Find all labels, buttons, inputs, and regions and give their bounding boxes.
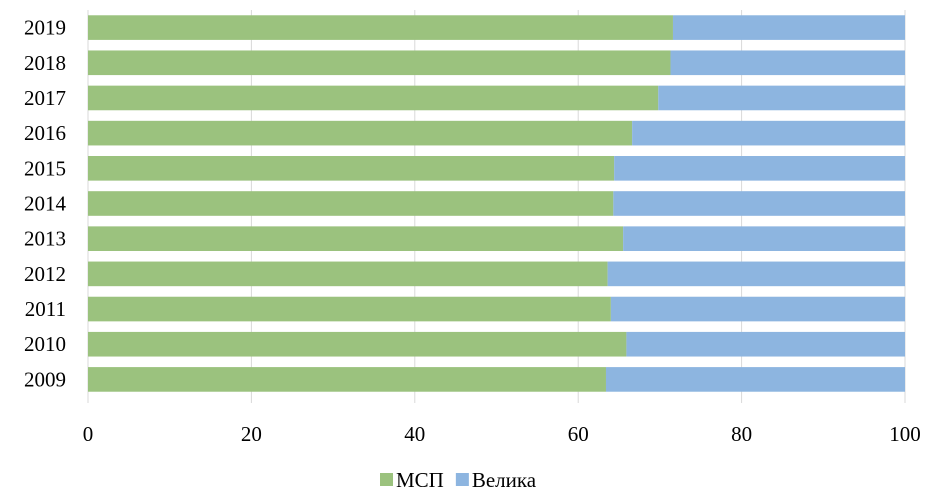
bar-2013-series-0 [88, 226, 624, 251]
value-axis: 0 20 40 60 80 100 [83, 422, 921, 446]
bar-2018-series-1 [670, 50, 905, 76]
category-label: 2012 [24, 262, 66, 286]
x-tick-label: 60 [568, 422, 589, 446]
bar-2011-series-0 [88, 296, 611, 322]
bar-2010-series-1 [626, 331, 905, 357]
bar-2017-series-0 [88, 85, 659, 111]
bar-2016-series-1 [632, 120, 905, 146]
bar-2015-series-0 [88, 156, 615, 181]
legend-label-0: МСП [396, 468, 444, 492]
x-tick-label: 0 [83, 422, 94, 446]
bar-2016-series-0 [88, 120, 633, 146]
bar-2015-series-1 [614, 156, 905, 181]
bar-2013-series-1 [623, 226, 905, 251]
legend-label-1: Велика [472, 468, 537, 492]
category-label: 2011 [25, 297, 66, 321]
x-tick-label: 100 [889, 422, 921, 446]
category-label: 2015 [24, 156, 66, 180]
x-tick-label: 80 [731, 422, 752, 446]
x-tick-label: 40 [404, 422, 425, 446]
category-label: 2018 [24, 51, 66, 75]
bar-2019-series-0 [88, 15, 673, 40]
bar-2012-series-0 [88, 261, 608, 287]
category-label: 2010 [24, 332, 66, 356]
bars [88, 15, 905, 392]
category-label: 2019 [24, 16, 66, 40]
bar-2011-series-1 [610, 296, 905, 322]
legend: МСП Велика [380, 468, 537, 492]
legend-swatch-0 [380, 473, 393, 486]
bar-2010-series-0 [88, 331, 627, 357]
bar-2014-series-0 [88, 191, 614, 216]
category-axis: 2019 2018 2017 2016 2015 2014 2013 2012 2011 2010… [24, 16, 67, 392]
bar-2009-series-0 [88, 367, 606, 392]
bar-2017-series-1 [658, 85, 905, 111]
x-tick-label: 20 [241, 422, 262, 446]
bar-2014-series-1 [613, 191, 905, 216]
category-label: 2013 [24, 227, 66, 251]
category-label: 2009 [24, 367, 66, 391]
category-label: 2014 [24, 192, 67, 216]
bar-2009-series-1 [605, 367, 905, 392]
bar-2018-series-0 [88, 50, 671, 76]
legend-swatch-1 [455, 473, 469, 486]
bar-2019-series-1 [672, 15, 905, 40]
category-label: 2017 [24, 86, 66, 110]
bar-2012-series-1 [607, 261, 905, 287]
category-label: 2016 [24, 121, 66, 145]
